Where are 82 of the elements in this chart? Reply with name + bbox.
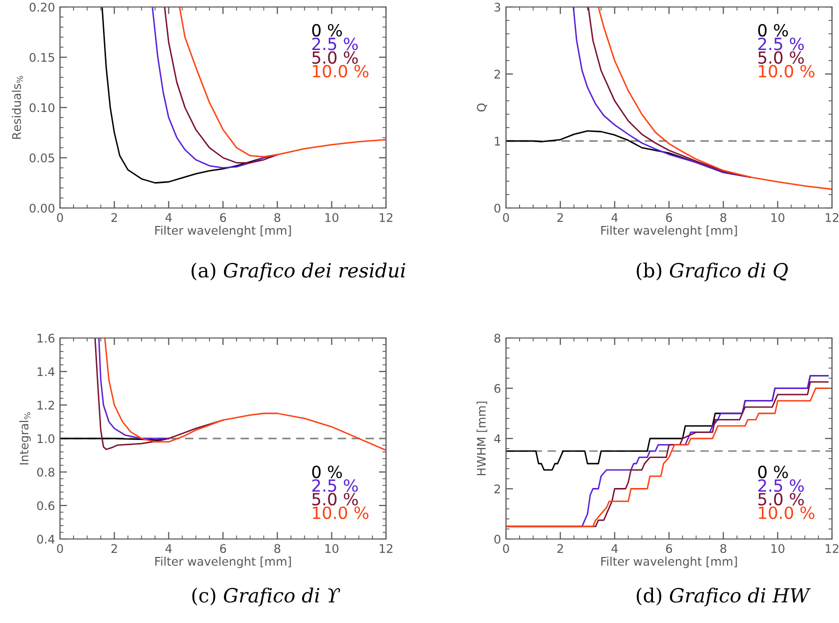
y-tick-label: 0.10	[30, 103, 54, 112]
text: 10.0 %	[312, 64, 368, 78]
x-tick-label: 12	[826, 544, 838, 553]
x-tick-label: 0	[503, 544, 509, 553]
line-series	[598, 7, 832, 190]
y-axis-title: Q	[476, 104, 488, 112]
x-tick-label: 4	[611, 544, 618, 553]
y-tick-label: 0.20	[30, 2, 54, 12]
text: 5.0 %	[758, 51, 804, 64]
x-tick-label: 8	[720, 213, 726, 222]
x-tick-label: 2	[111, 544, 117, 553]
x-tick-label: 10	[771, 213, 784, 222]
y-tick-label: 3	[494, 2, 500, 12]
x-tick-label: 8	[274, 213, 280, 222]
y-tick-label: 1.6	[38, 334, 54, 343]
text: 2.5 %	[758, 479, 804, 492]
y-tick-label: 8	[494, 334, 500, 343]
x-tick-label: 10	[325, 213, 338, 222]
text: 0 %	[312, 466, 342, 478]
x-tick-label: 4	[165, 213, 172, 222]
text: 2.5 %	[312, 38, 358, 50]
x-tick-label: 6	[666, 213, 672, 222]
line-series	[178, 7, 386, 158]
y-tick-label: 1.4	[38, 367, 54, 376]
text: (a) Grafico dei residui	[192, 262, 406, 282]
text: 2.5 %	[312, 479, 358, 492]
y-tick-label: 1.0	[38, 434, 54, 444]
text: 5.0 %	[758, 492, 804, 506]
y-tick-label: 0	[494, 534, 500, 544]
x-tick-label: 2	[557, 544, 563, 553]
x-tick-label: 6	[666, 544, 672, 553]
y-axis-title: HWHM [mm]	[476, 402, 488, 476]
text: 0 %	[312, 24, 342, 37]
line-series	[104, 338, 386, 451]
y-axis-title: Residuals$_{%}$	[12, 76, 23, 139]
y-axis-title: Integral$_{%}$	[19, 412, 31, 464]
x-tick-label: 12	[826, 213, 838, 222]
y-tick-label: 1.2	[38, 400, 54, 410]
text: 0 %	[758, 466, 788, 478]
y-tick-label: 0.15	[30, 52, 54, 62]
x-tick-label: 6	[220, 544, 226, 553]
y-tick-label: 1	[494, 136, 500, 146]
y-tick-label: 2	[494, 70, 500, 78]
y-tick-label: 0.8	[37, 468, 54, 477]
y-tick-label: 6	[494, 384, 500, 393]
y-tick-label: 0.05	[30, 153, 54, 162]
x-tick-label: 0	[57, 213, 63, 222]
x-tick-label: 0	[503, 213, 509, 222]
x-tick-label: 4	[611, 213, 618, 222]
x-tick-label: 12	[380, 544, 392, 553]
text: 5.0 %	[312, 51, 358, 64]
x-tick-label: 4	[165, 544, 172, 553]
x-tick-label: 2	[557, 213, 563, 222]
text: 10.0 %	[312, 506, 368, 520]
x-tick-label: 0	[57, 544, 63, 553]
x-axis-title: Filter wavelenght [mm]	[155, 226, 291, 238]
x-tick-label: 10	[771, 544, 784, 553]
y-tick-label: 0.4	[37, 534, 54, 544]
y-tick-label: 2	[494, 484, 500, 494]
y-tick-label: 0.00	[30, 204, 54, 213]
x-tick-label: 10	[325, 544, 338, 553]
line-series	[94, 338, 224, 450]
x-axis-title: Filter wavelenght [mm]	[601, 226, 737, 238]
line-series	[98, 338, 170, 440]
text: 5.0 %	[312, 492, 358, 506]
y-tick-label: 4	[494, 434, 500, 443]
x-tick-label: 8	[720, 544, 726, 553]
x-tick-label: 12	[380, 213, 392, 222]
text: (d) Grafico di HW	[636, 588, 811, 606]
x-axis-title: Filter wavelenght [mm]	[155, 556, 291, 568]
y-tick-label: 0	[494, 204, 500, 213]
x-tick-label: 6	[220, 213, 226, 222]
y-tick-label: 0.6	[37, 501, 54, 510]
text: (b) Grafico di Q	[636, 262, 788, 282]
x-tick-label: 8	[274, 544, 280, 553]
text: 2.5 %	[758, 38, 804, 50]
text: 10.0 %	[758, 64, 814, 78]
text: 0 %	[758, 24, 788, 37]
x-axis-title: Filter wavelenght [mm]	[601, 556, 737, 568]
text: (c) Grafico di ϒ	[192, 588, 340, 606]
x-tick-label: 2	[111, 213, 117, 222]
text: 10.0 %	[758, 506, 814, 520]
